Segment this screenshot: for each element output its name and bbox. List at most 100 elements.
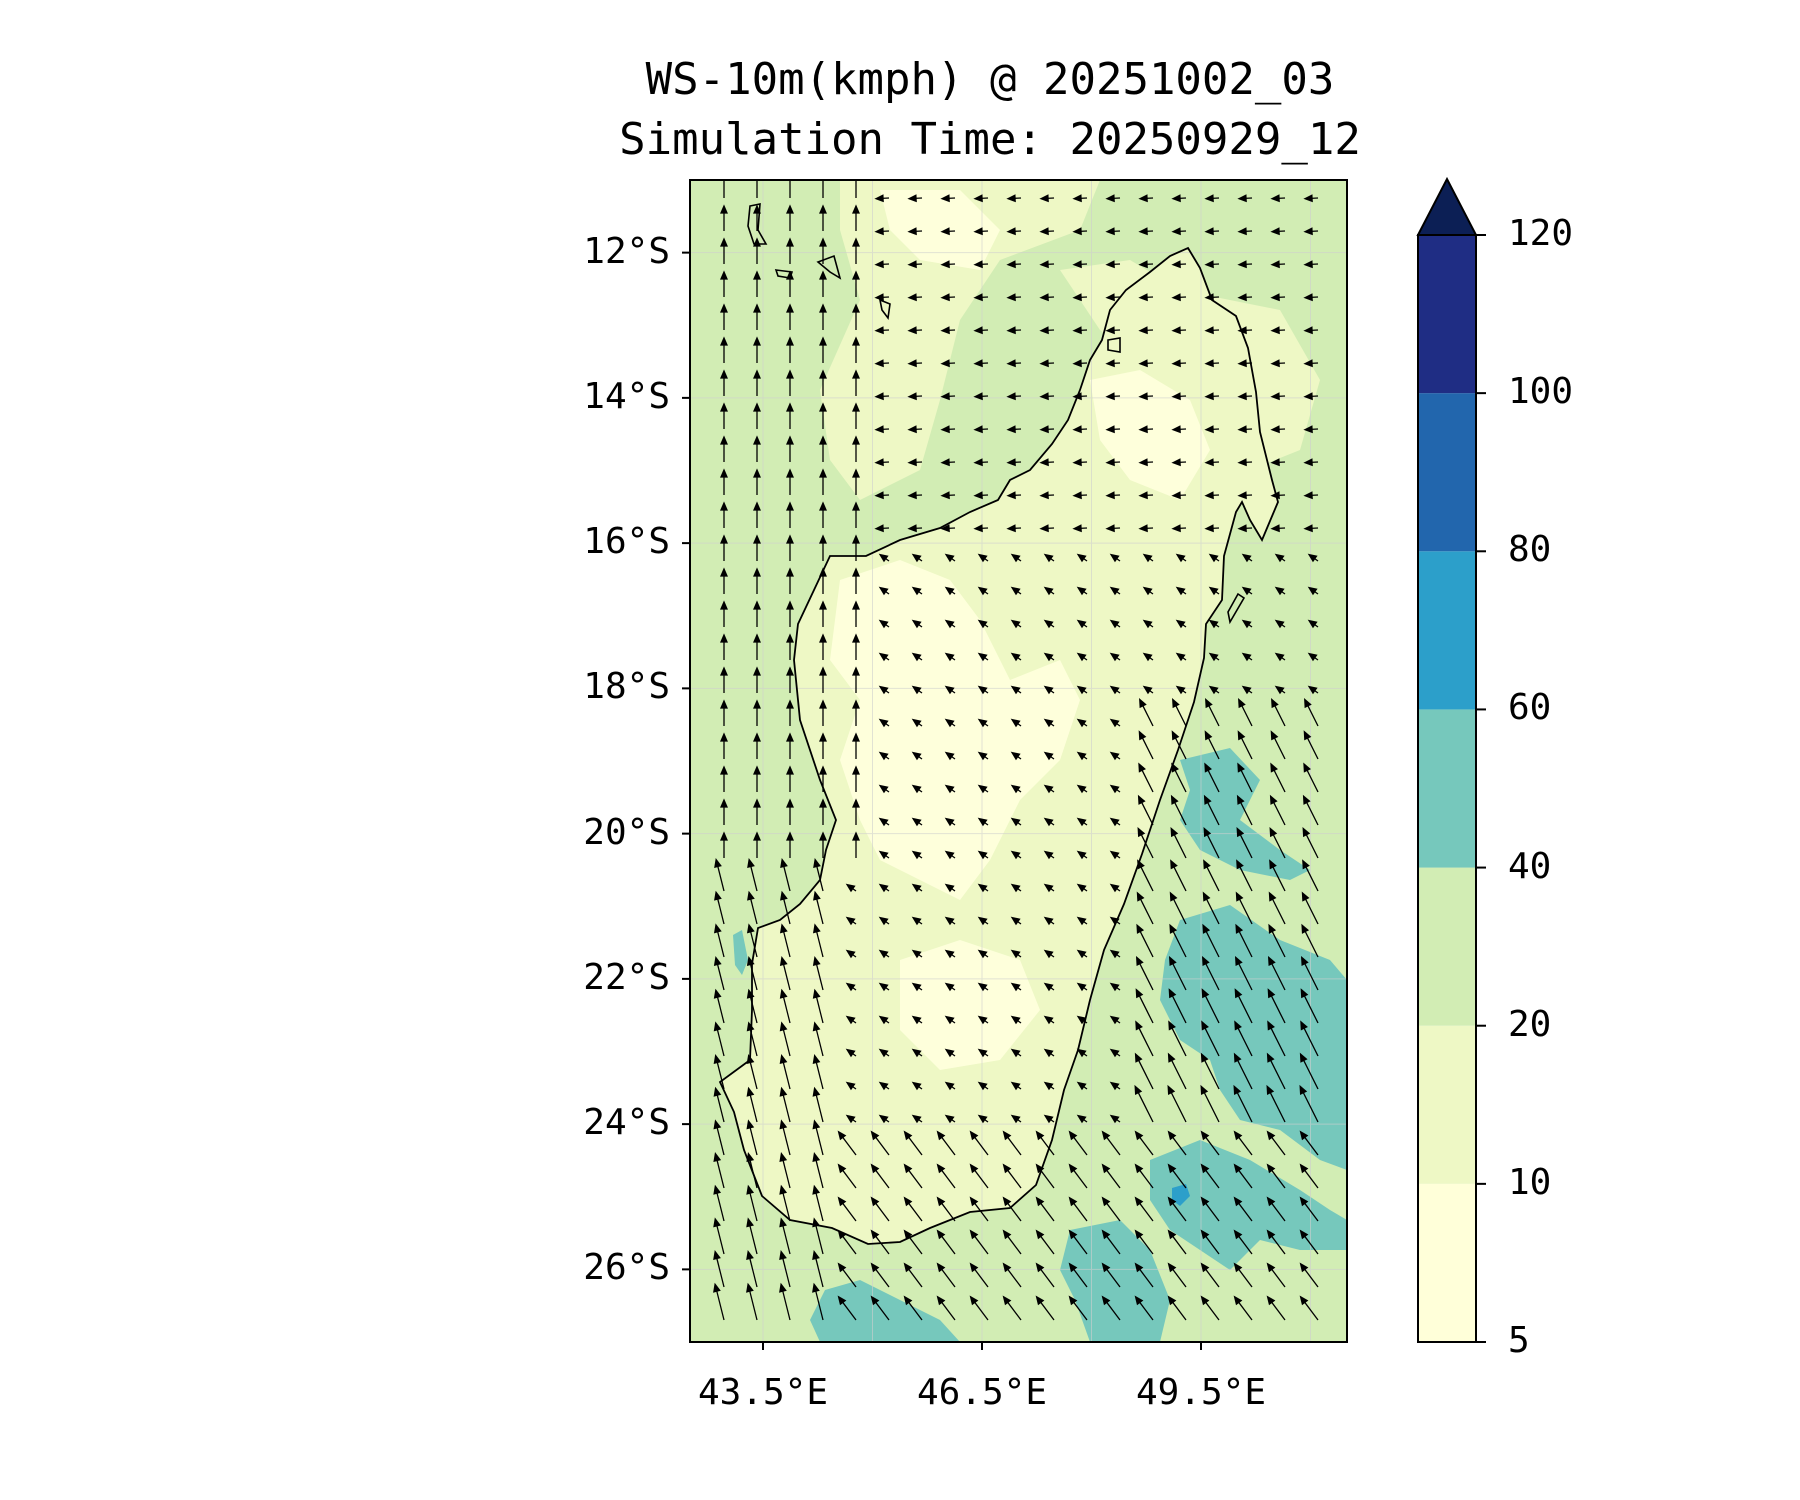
wind-arrowhead [720, 336, 728, 346]
wind-arrowhead [874, 524, 884, 533]
wind-arrowhead [1303, 194, 1313, 203]
wind-arrow [1270, 895, 1286, 925]
wind-arrowhead [1138, 491, 1148, 500]
wind-arrowhead [911, 949, 922, 959]
wind-arrowhead [874, 425, 884, 434]
wind-arrow [1139, 830, 1154, 859]
wind-arrowhead [1266, 1163, 1276, 1174]
wind-arrow [782, 960, 791, 991]
wind-arrowhead [1302, 794, 1311, 805]
wind-arrow [1271, 798, 1286, 826]
wind-arrowhead [1039, 293, 1049, 302]
wind-arrow [1170, 927, 1187, 958]
wind-arrowhead [852, 666, 860, 676]
wind-arrowhead [812, 1184, 821, 1195]
wind-arrowhead [1142, 685, 1153, 695]
wind-arrowhead [1109, 685, 1120, 695]
wind-arrowhead [1237, 326, 1247, 335]
wind-arrowhead [911, 652, 922, 662]
wind-arrowhead [812, 988, 821, 999]
wind-arrowhead [852, 567, 860, 577]
wind-arrowhead [940, 392, 950, 401]
wind-arrowhead [1208, 619, 1219, 629]
calm-interior-patch [880, 190, 1000, 270]
colorbar-segment [1418, 235, 1476, 394]
wind-arrowhead [1109, 586, 1120, 596]
colorbar-segment [1418, 709, 1476, 868]
wind-arrow [1169, 1056, 1187, 1090]
wind-arrow [1170, 992, 1187, 1024]
wind-arrowhead [1072, 524, 1082, 533]
wind-arrowhead [819, 699, 827, 709]
wind-arrowhead [1105, 194, 1115, 203]
wind-arrowhead [1204, 491, 1214, 500]
wind-arrowhead [1138, 194, 1148, 203]
calm-interior-patch [900, 940, 1040, 1070]
wind-arrow [1203, 927, 1220, 958]
wind-arrowhead [878, 982, 889, 992]
wind-arrowhead [819, 831, 827, 841]
wind-arrowhead [1167, 1052, 1176, 1063]
wind-arrowhead [973, 458, 983, 467]
wind-arrowhead [1076, 1015, 1087, 1025]
wind-arrowhead [1109, 784, 1120, 794]
wind-arrowhead [907, 425, 917, 434]
wind-arrowhead [940, 425, 950, 434]
wind-arrowhead [1076, 1048, 1087, 1058]
wind-arrowhead [837, 1262, 847, 1273]
wind-arrowhead [1039, 458, 1049, 467]
wind-arrow [781, 1156, 791, 1189]
wind-arrowhead [969, 1295, 979, 1306]
wind-arrow [1302, 992, 1319, 1024]
wind-arrowhead [1274, 553, 1285, 563]
wind-arrowhead [911, 784, 922, 794]
wind-arrow [1137, 992, 1154, 1024]
wind-arrowhead [944, 883, 955, 893]
wind-arrow [1204, 863, 1220, 892]
wind-arrowhead [977, 982, 988, 992]
map-gridlines [690, 180, 1347, 1342]
wind-arrowhead [837, 1295, 847, 1306]
wind-arrowhead [1200, 1052, 1209, 1063]
wind-arrowhead [1171, 194, 1181, 203]
wind-arrowhead [874, 194, 884, 203]
wind-arrowhead [1010, 586, 1021, 596]
wind-arrowhead [786, 765, 794, 775]
wind-arrow [1235, 1024, 1253, 1057]
wind-arrowhead [1068, 1262, 1078, 1273]
wind-arrowhead [753, 831, 761, 841]
wind-arrowhead [819, 270, 827, 280]
wind-arrowhead [1234, 955, 1243, 967]
wind-arrowhead [786, 699, 794, 709]
wind-arrowhead [720, 633, 728, 643]
wind-arrowhead [878, 718, 889, 728]
wind-arrow [1237, 895, 1253, 925]
wind-arrowhead [753, 798, 761, 808]
wind-arrowhead [1105, 458, 1115, 467]
strong-wind-zone [733, 930, 748, 975]
lat-tick-label: 16°S [583, 521, 670, 563]
wind-arrowhead [1068, 1196, 1078, 1207]
wind-arrowhead [874, 326, 884, 335]
wind-arrowhead [907, 491, 917, 500]
wind-arrow [748, 1025, 758, 1057]
wind-arrowhead [944, 586, 955, 596]
wind-arrowhead [944, 553, 955, 563]
comoros-island [747, 203, 768, 245]
wind-arrowhead [713, 1119, 722, 1130]
wind-arrowhead [907, 260, 917, 269]
wind-arrowhead [1010, 685, 1021, 695]
wind-arrow [715, 1156, 725, 1189]
wind-arrowhead [1134, 1163, 1144, 1174]
map-title: WS-10m(kmph) @ 20251002_03 [645, 54, 1335, 105]
wind-arrowhead [1202, 923, 1211, 934]
wind-arrow [1268, 1056, 1286, 1090]
wind-arrowhead [1076, 751, 1087, 761]
wind-arrowhead [1167, 1196, 1177, 1207]
wind-arrowhead [1204, 762, 1212, 773]
wind-arrowhead [1204, 326, 1214, 335]
wind-arrowhead [1299, 1052, 1308, 1063]
wind-arrowhead [786, 237, 794, 247]
wind-arrowhead [1006, 425, 1016, 434]
